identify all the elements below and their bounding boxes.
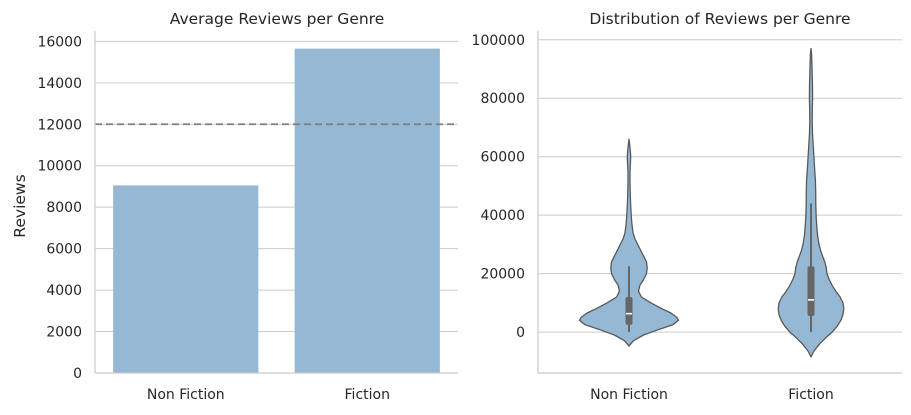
bar-chart-x-tick-label: Fiction [345, 387, 390, 403]
bar-chart-x-ticks: Non Fiction Fiction [147, 387, 390, 403]
bar-chart-y-tick-label: 10000 [37, 159, 82, 175]
violin-chart-y-tick-label: 40000 [480, 208, 525, 224]
violin-chart-panel: Distribution of Reviews per Genre 0 20000… [472, 10, 902, 403]
violin-chart-y-tick-label: 20000 [480, 267, 525, 283]
violin-chart-y-tick-label: 100000 [472, 33, 525, 49]
violin-chart-title: Distribution of Reviews per Genre [589, 10, 850, 28]
violin-body [578, 138, 680, 347]
violin-chart-y-tick-label: 80000 [480, 91, 525, 107]
bar-chart-y-tick-label: 14000 [37, 76, 82, 92]
bar-chart-title: Average Reviews per Genre [170, 10, 385, 28]
bar [294, 48, 440, 373]
bar-chart-y-tick-label: 6000 [46, 242, 82, 258]
violin-chart-x-tick-label: Fiction [788, 387, 833, 403]
violin-chart-y-tick-label: 0 [516, 325, 525, 341]
bar-chart-y-tick-label: 0 [73, 366, 82, 382]
violin-chart-x-tick-label: Non Fiction [590, 387, 668, 403]
violin-chart-gridlines [538, 39, 902, 333]
bar-chart-y-tick-label: 2000 [46, 325, 82, 341]
violin-iqr-box [807, 266, 815, 316]
bar-chart-y-tick-label: 12000 [37, 117, 82, 133]
violin-iqr-box [625, 297, 633, 325]
violin-chart-x-ticks: Non Fiction Fiction [590, 387, 834, 403]
bar-chart-bars [113, 48, 440, 373]
violin-body [777, 47, 845, 358]
bar-chart-y-tick-label: 16000 [37, 34, 82, 50]
bar-chart-y-tick-label: 4000 [46, 283, 82, 299]
violin-chart-violins [578, 47, 845, 358]
bar-chart-x-tick-label: Non Fiction [147, 387, 225, 403]
violin-chart-y-ticks: 0 20000 40000 60000 80000 100000 [472, 33, 525, 341]
violin-chart-y-tick-label: 60000 [480, 150, 525, 166]
bar-chart-y-ticks: 0 2000 4000 6000 8000 10000 12000 14000 16000 [37, 34, 82, 382]
bar-chart-y-tick-label: 8000 [46, 200, 82, 216]
bar-chart-panel: Average Reviews per Genre Reviews 0 2000 4… [11, 10, 458, 403]
bar [113, 185, 259, 373]
bar-chart-y-axis-label: Reviews [11, 174, 29, 237]
